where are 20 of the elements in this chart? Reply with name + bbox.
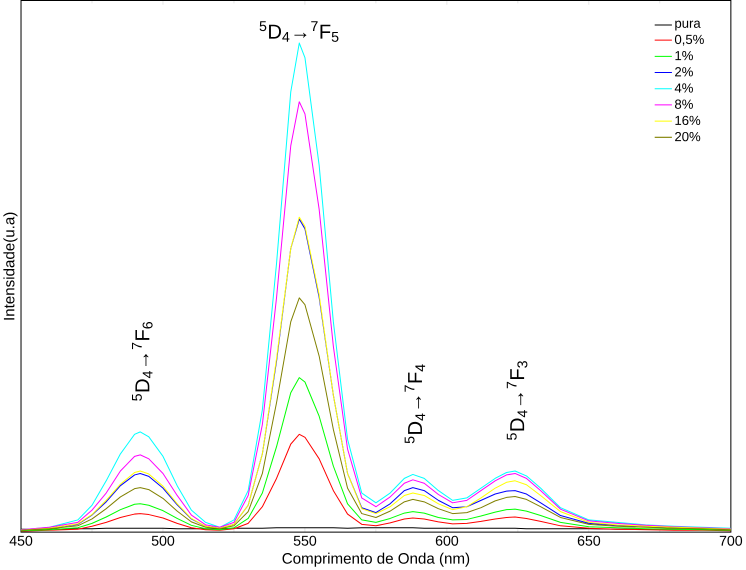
legend-label: 0,5% bbox=[674, 34, 704, 46]
legend-label: pura bbox=[675, 20, 701, 30]
x-tick-label: 600 bbox=[436, 536, 458, 546]
annotation: $^{5}$D$_{4}$→$^{7}$F$_{3}$ bbox=[506, 361, 528, 440]
x-tick-label: 500 bbox=[152, 536, 174, 546]
legend-label: 4% bbox=[674, 83, 693, 93]
x-tick-label: 450 bbox=[10, 536, 32, 546]
y-axis-title: Intensidade(u.a) bbox=[3, 212, 18, 320]
annotation: $^{5}$D$_{4}$→$^{7}$F$_{5}$ bbox=[260, 21, 338, 42]
annotation: $^{5}$D$_{4}$→$^{7}$F$_{6}$ bbox=[132, 322, 153, 401]
x-tick-label: 700 bbox=[720, 536, 742, 546]
x-tick-label: 650 bbox=[578, 536, 600, 546]
legend-label: 1% bbox=[675, 50, 693, 60]
legend-label: 20% bbox=[675, 132, 700, 142]
x-axis-title: Comprimento de Onda (nm) bbox=[282, 552, 470, 567]
legend-label: 16% bbox=[675, 116, 700, 125]
legend-label: 8% bbox=[675, 99, 693, 109]
annotation: $^{5}$D$_{4}$→$^{7}$F$_{4}$ bbox=[404, 364, 426, 444]
x-tick-label: 550 bbox=[294, 536, 316, 546]
legend-label: 2% bbox=[675, 67, 693, 76]
